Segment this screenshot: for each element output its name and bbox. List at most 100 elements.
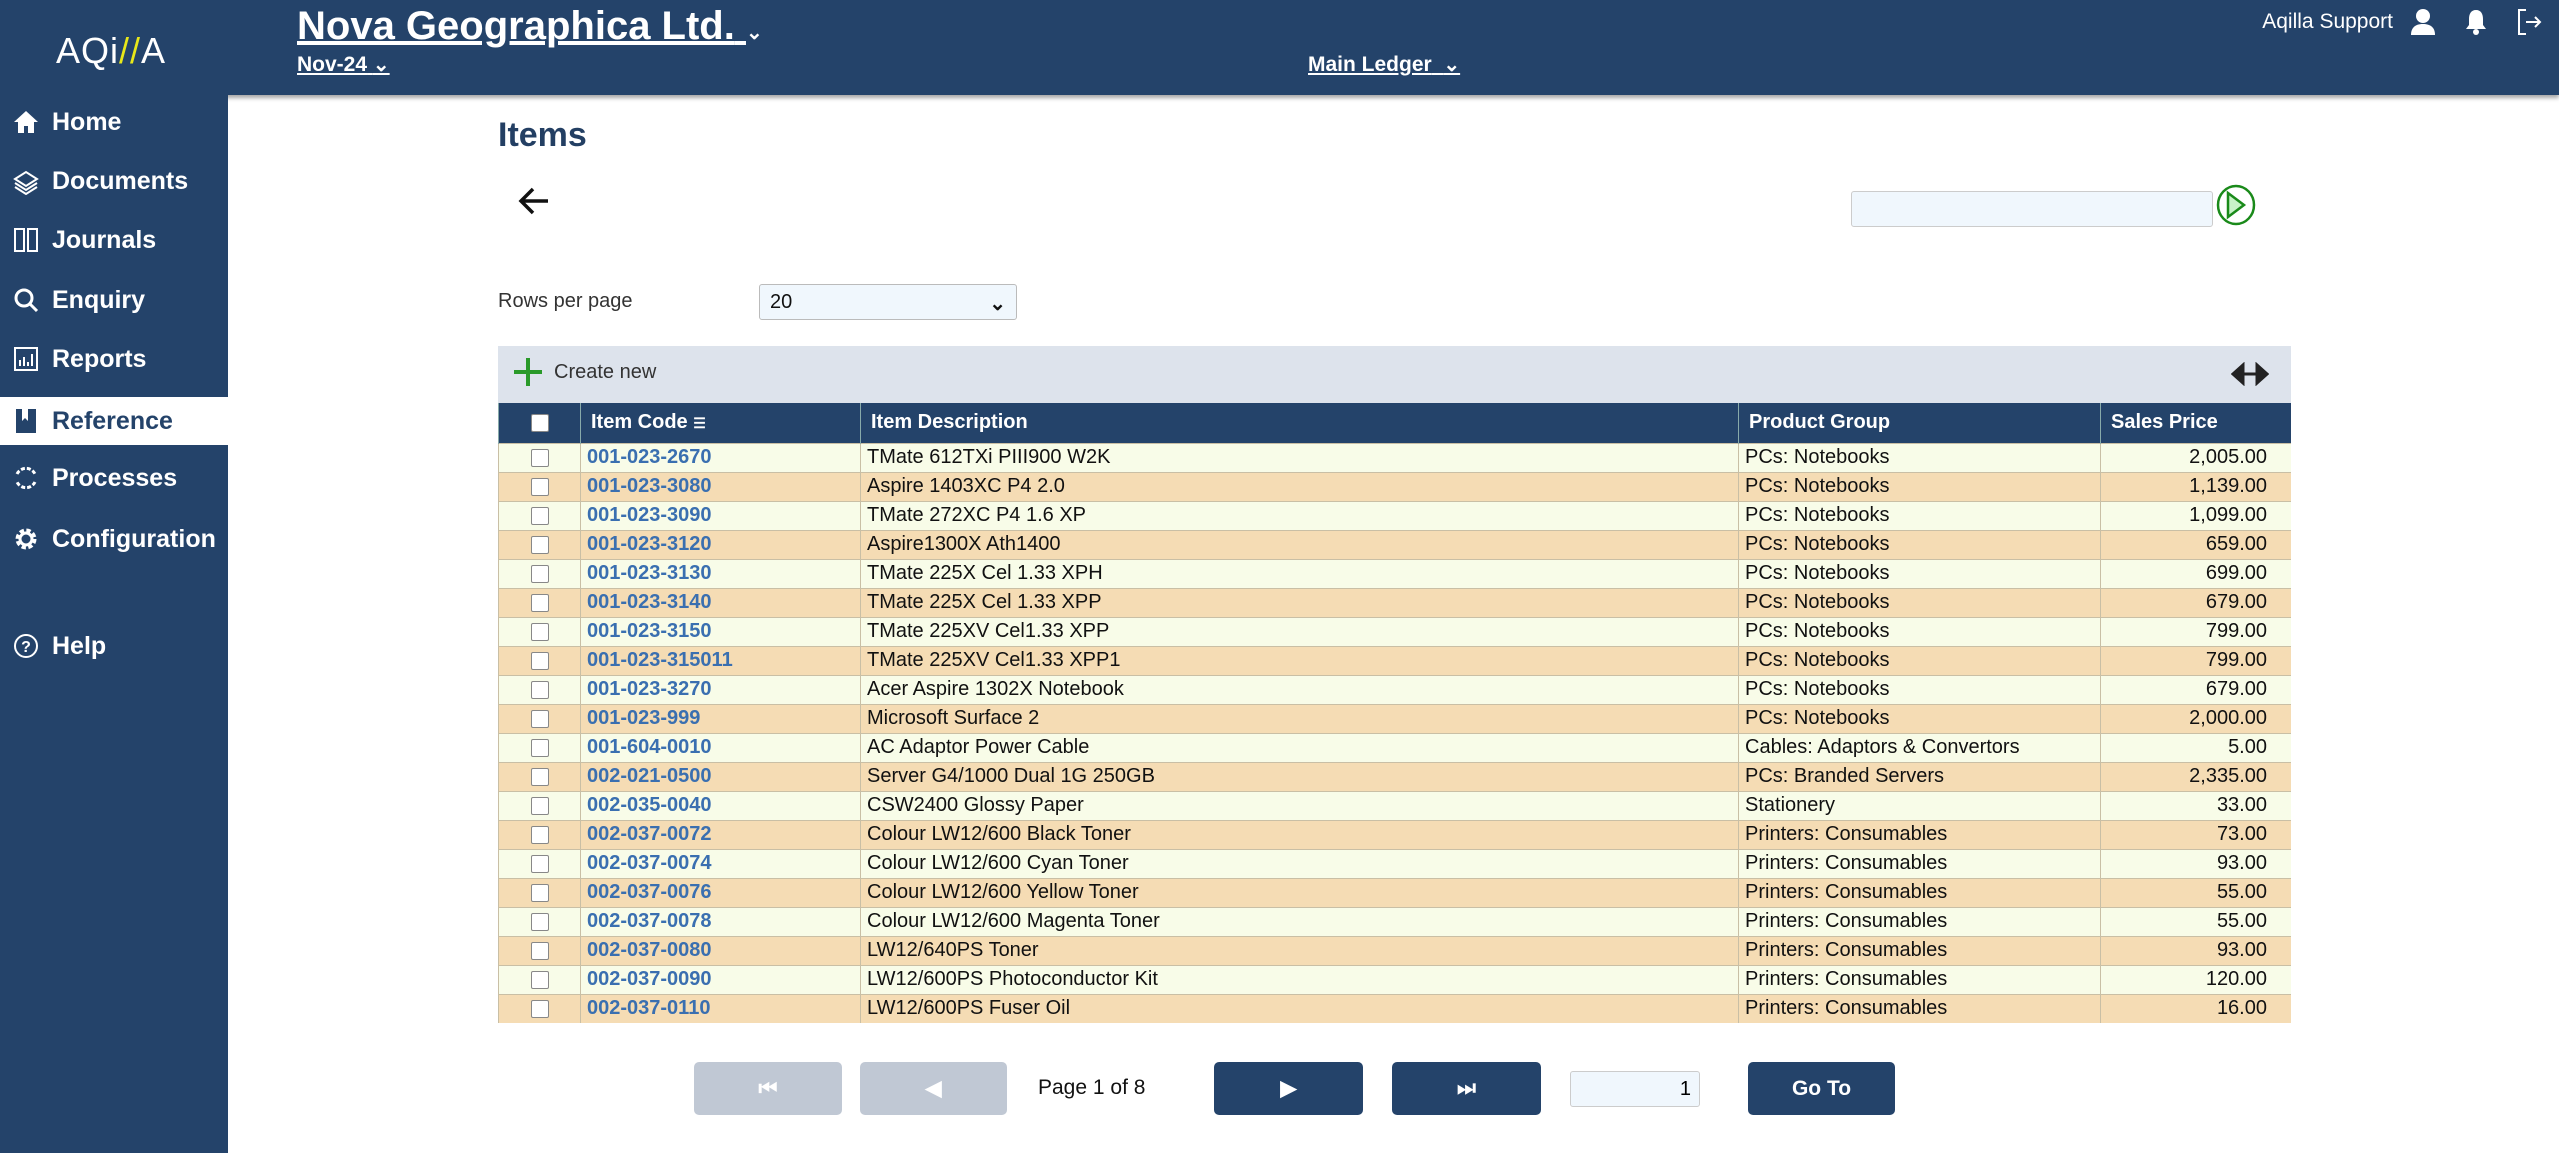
first-page-button[interactable]: ⏮ [694, 1062, 842, 1115]
item-code-link[interactable]: 001-604-0010 [580, 732, 861, 762]
goto-page-input[interactable] [1570, 1071, 1700, 1107]
company-name: Nova Geographica Ltd. [297, 4, 735, 48]
reports-icon [14, 347, 38, 371]
sidebar-item-processes[interactable]: Processes [0, 454, 228, 502]
company-selector[interactable]: Nova Geographica Ltd. ⌄ [297, 4, 763, 49]
journals-icon [14, 228, 38, 252]
period-selector[interactable]: Nov-24 ⌄ [297, 52, 390, 77]
table-row: 001-023-315011 TMate 225XV Cel1.33 XPP1 … [498, 645, 2291, 675]
item-code-link[interactable]: 001-023-3130 [580, 558, 861, 588]
next-page-icon: ▶ [1280, 1077, 1297, 1100]
row-checkbox[interactable] [530, 883, 549, 902]
sidebar-item-label: Reference [52, 406, 173, 435]
rows-per-page-select[interactable]: 20 ⌄ [759, 284, 1017, 320]
bell-icon[interactable] [2464, 8, 2488, 36]
product-group: PCs: Branded Servers [1738, 761, 2101, 791]
previous-page-icon: ◀ [925, 1077, 942, 1100]
create-new-label: Create new [554, 360, 657, 383]
sales-price: 679.00 [2100, 674, 2291, 704]
sidebar-item-reference[interactable]: Reference [0, 397, 228, 445]
row-checkbox[interactable] [530, 970, 549, 989]
select-all-checkbox[interactable] [530, 413, 549, 432]
sidebar-item-journals[interactable]: Journals [0, 216, 228, 264]
ledger-selector[interactable]: Main Ledger ⌄ [1308, 52, 1460, 77]
item-code-link[interactable]: 002-037-0080 [580, 935, 861, 965]
user-name: Aqilla Support [2262, 10, 2393, 33]
item-code-link[interactable]: 001-023-3080 [580, 471, 861, 501]
row-checkbox[interactable] [530, 506, 549, 525]
last-page-button[interactable]: ⏭ [1392, 1062, 1541, 1115]
column-header-product-group[interactable]: Product Group [1738, 403, 2101, 443]
item-description: Colour LW12/600 Black Toner [860, 819, 1739, 849]
table-row: 001-023-3090 TMate 272XC P4 1.6 XP PCs: … [498, 500, 2291, 530]
sidebar-item-reports[interactable]: Reports [0, 335, 228, 383]
search-icon [14, 288, 39, 313]
row-checkbox[interactable] [530, 941, 549, 960]
item-code-link[interactable]: 001-023-3270 [580, 674, 861, 704]
item-description: TMate 225X Cel 1.33 XPH [860, 558, 1739, 588]
chevron-down-icon: ⌄ [1443, 54, 1461, 76]
row-checkbox[interactable] [530, 448, 549, 467]
table-row: 002-021-0500 Server G4/1000 Dual 1G 250G… [498, 761, 2291, 791]
column-header-sales-price[interactable]: Sales Price [2100, 403, 2291, 443]
item-code-link[interactable]: 002-037-0090 [580, 964, 861, 994]
gear-icon [15, 528, 37, 550]
row-checkbox[interactable] [530, 535, 549, 554]
product-group: Cables: Adaptors & Convertors [1738, 732, 2101, 762]
item-code-link[interactable]: 001-023-3150 [580, 616, 861, 646]
item-code-link[interactable]: 001-023-999 [580, 703, 861, 733]
item-code-link[interactable]: 002-037-0076 [580, 877, 861, 907]
item-code-link[interactable]: 002-035-0040 [580, 790, 861, 820]
item-code-link[interactable]: 002-037-0072 [580, 819, 861, 849]
sidebar-item-home[interactable]: Home [0, 98, 228, 146]
item-code-link[interactable]: 002-037-0078 [580, 906, 861, 936]
product-group: PCs: Notebooks [1738, 529, 2101, 559]
product-group: Stationery [1738, 790, 2101, 820]
item-code-link[interactable]: 002-037-0074 [580, 848, 861, 878]
row-checkbox[interactable] [530, 622, 549, 641]
row-checkbox[interactable] [530, 796, 549, 815]
row-checkbox[interactable] [530, 651, 549, 670]
user-icon[interactable] [2410, 8, 2436, 36]
item-code-link[interactable]: 001-023-2670 [580, 442, 861, 472]
item-code-link[interactable]: 001-023-315011 [580, 645, 861, 675]
sidebar-item-help[interactable]: ? Help [0, 622, 228, 670]
row-checkbox[interactable] [530, 564, 549, 583]
top-header: Nova Geographica Ltd. ⌄ Nov-24 ⌄ Main Le… [0, 0, 2559, 95]
item-code-link[interactable]: 002-037-0110 [580, 993, 861, 1023]
row-checkbox[interactable] [530, 854, 549, 873]
logout-icon[interactable] [2516, 8, 2542, 36]
table-row: 001-023-3150 TMate 225XV Cel1.33 XPP PCs… [498, 616, 2291, 646]
column-header-item-description[interactable]: Item Description [860, 403, 1739, 443]
row-checkbox[interactable] [530, 825, 549, 844]
sidebar-item-documents[interactable]: Documents [0, 157, 228, 205]
row-checkbox[interactable] [530, 593, 549, 612]
previous-page-button[interactable]: ◀ [860, 1062, 1007, 1115]
item-code-link[interactable]: 001-023-3120 [580, 529, 861, 559]
sales-price: 1,099.00 [2100, 500, 2291, 530]
item-code-link[interactable]: 002-021-0500 [580, 761, 861, 791]
search-go-icon[interactable] [2216, 184, 2256, 226]
row-checkbox[interactable] [530, 999, 549, 1018]
sidebar-item-enquiry[interactable]: Enquiry [0, 276, 228, 324]
column-header-item-code[interactable]: Item Code ☰ [580, 403, 861, 443]
item-code-link[interactable]: 001-023-3090 [580, 500, 861, 530]
item-description: LW12/600PS Photoconductor Kit [860, 964, 1739, 994]
product-group: Printers: Consumables [1738, 906, 2101, 936]
next-page-button[interactable]: ▶ [1214, 1062, 1363, 1115]
table-row: 001-023-999 Microsoft Surface 2 PCs: Not… [498, 703, 2291, 733]
back-arrow-icon[interactable] [518, 186, 550, 216]
search-input[interactable] [1851, 191, 2213, 227]
create-new-button[interactable]: Create new [512, 356, 656, 388]
row-checkbox[interactable] [530, 912, 549, 931]
expand-width-icon[interactable] [2231, 362, 2269, 386]
row-checkbox[interactable] [530, 767, 549, 786]
sidebar-item-configuration[interactable]: Configuration [0, 515, 228, 563]
row-checkbox[interactable] [530, 709, 549, 728]
table-row: 001-023-3120 Aspire1300X Ath1400 PCs: No… [498, 529, 2291, 559]
row-checkbox[interactable] [530, 738, 549, 757]
item-code-link[interactable]: 001-023-3140 [580, 587, 861, 617]
row-checkbox[interactable] [530, 680, 549, 699]
goto-button[interactable]: Go To [1748, 1062, 1895, 1115]
row-checkbox[interactable] [530, 477, 549, 496]
